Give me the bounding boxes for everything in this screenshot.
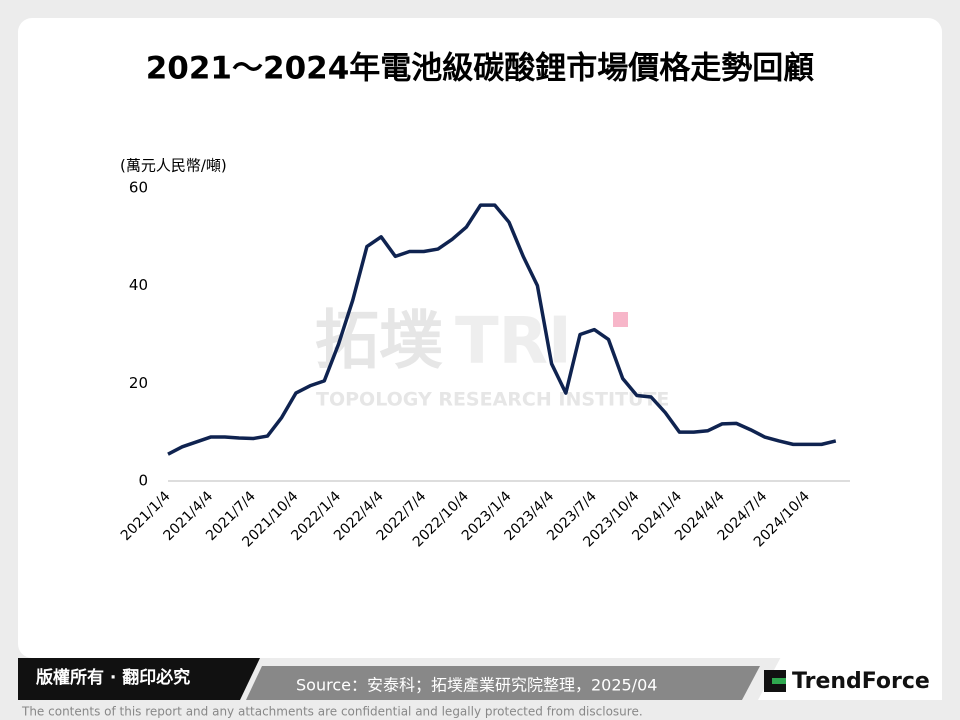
footer-bar xyxy=(18,658,260,700)
y-tick-label: 60 xyxy=(129,179,148,197)
series-line xyxy=(167,203,837,456)
source-bar xyxy=(246,666,760,700)
watermark: 拓墣 xyxy=(315,305,443,379)
y-axis-label: (萬元人民幣/噸) xyxy=(120,157,227,175)
logo-bg xyxy=(758,640,942,700)
logo-icon xyxy=(772,678,786,684)
brand: TrendForce xyxy=(792,669,930,694)
watermark-mark xyxy=(613,312,628,327)
disclaimer: The contents of this report and any atta… xyxy=(21,705,643,719)
y-tick-label: 20 xyxy=(129,374,148,392)
y-tick-label: 0 xyxy=(138,472,148,490)
copyright: 版權所有 · 翻印必究 xyxy=(36,667,190,688)
chart-title: 2021～2024年電池級碳酸鋰市場價格走勢回顧 xyxy=(146,51,815,87)
watermark: TOPOLOGY RESEARCH INSTITUTE xyxy=(316,389,669,411)
source: Source：安泰科；拓墣產業研究院整理，2025/04 xyxy=(296,676,657,695)
card xyxy=(18,18,942,658)
y-tick-label: 40 xyxy=(129,276,148,294)
